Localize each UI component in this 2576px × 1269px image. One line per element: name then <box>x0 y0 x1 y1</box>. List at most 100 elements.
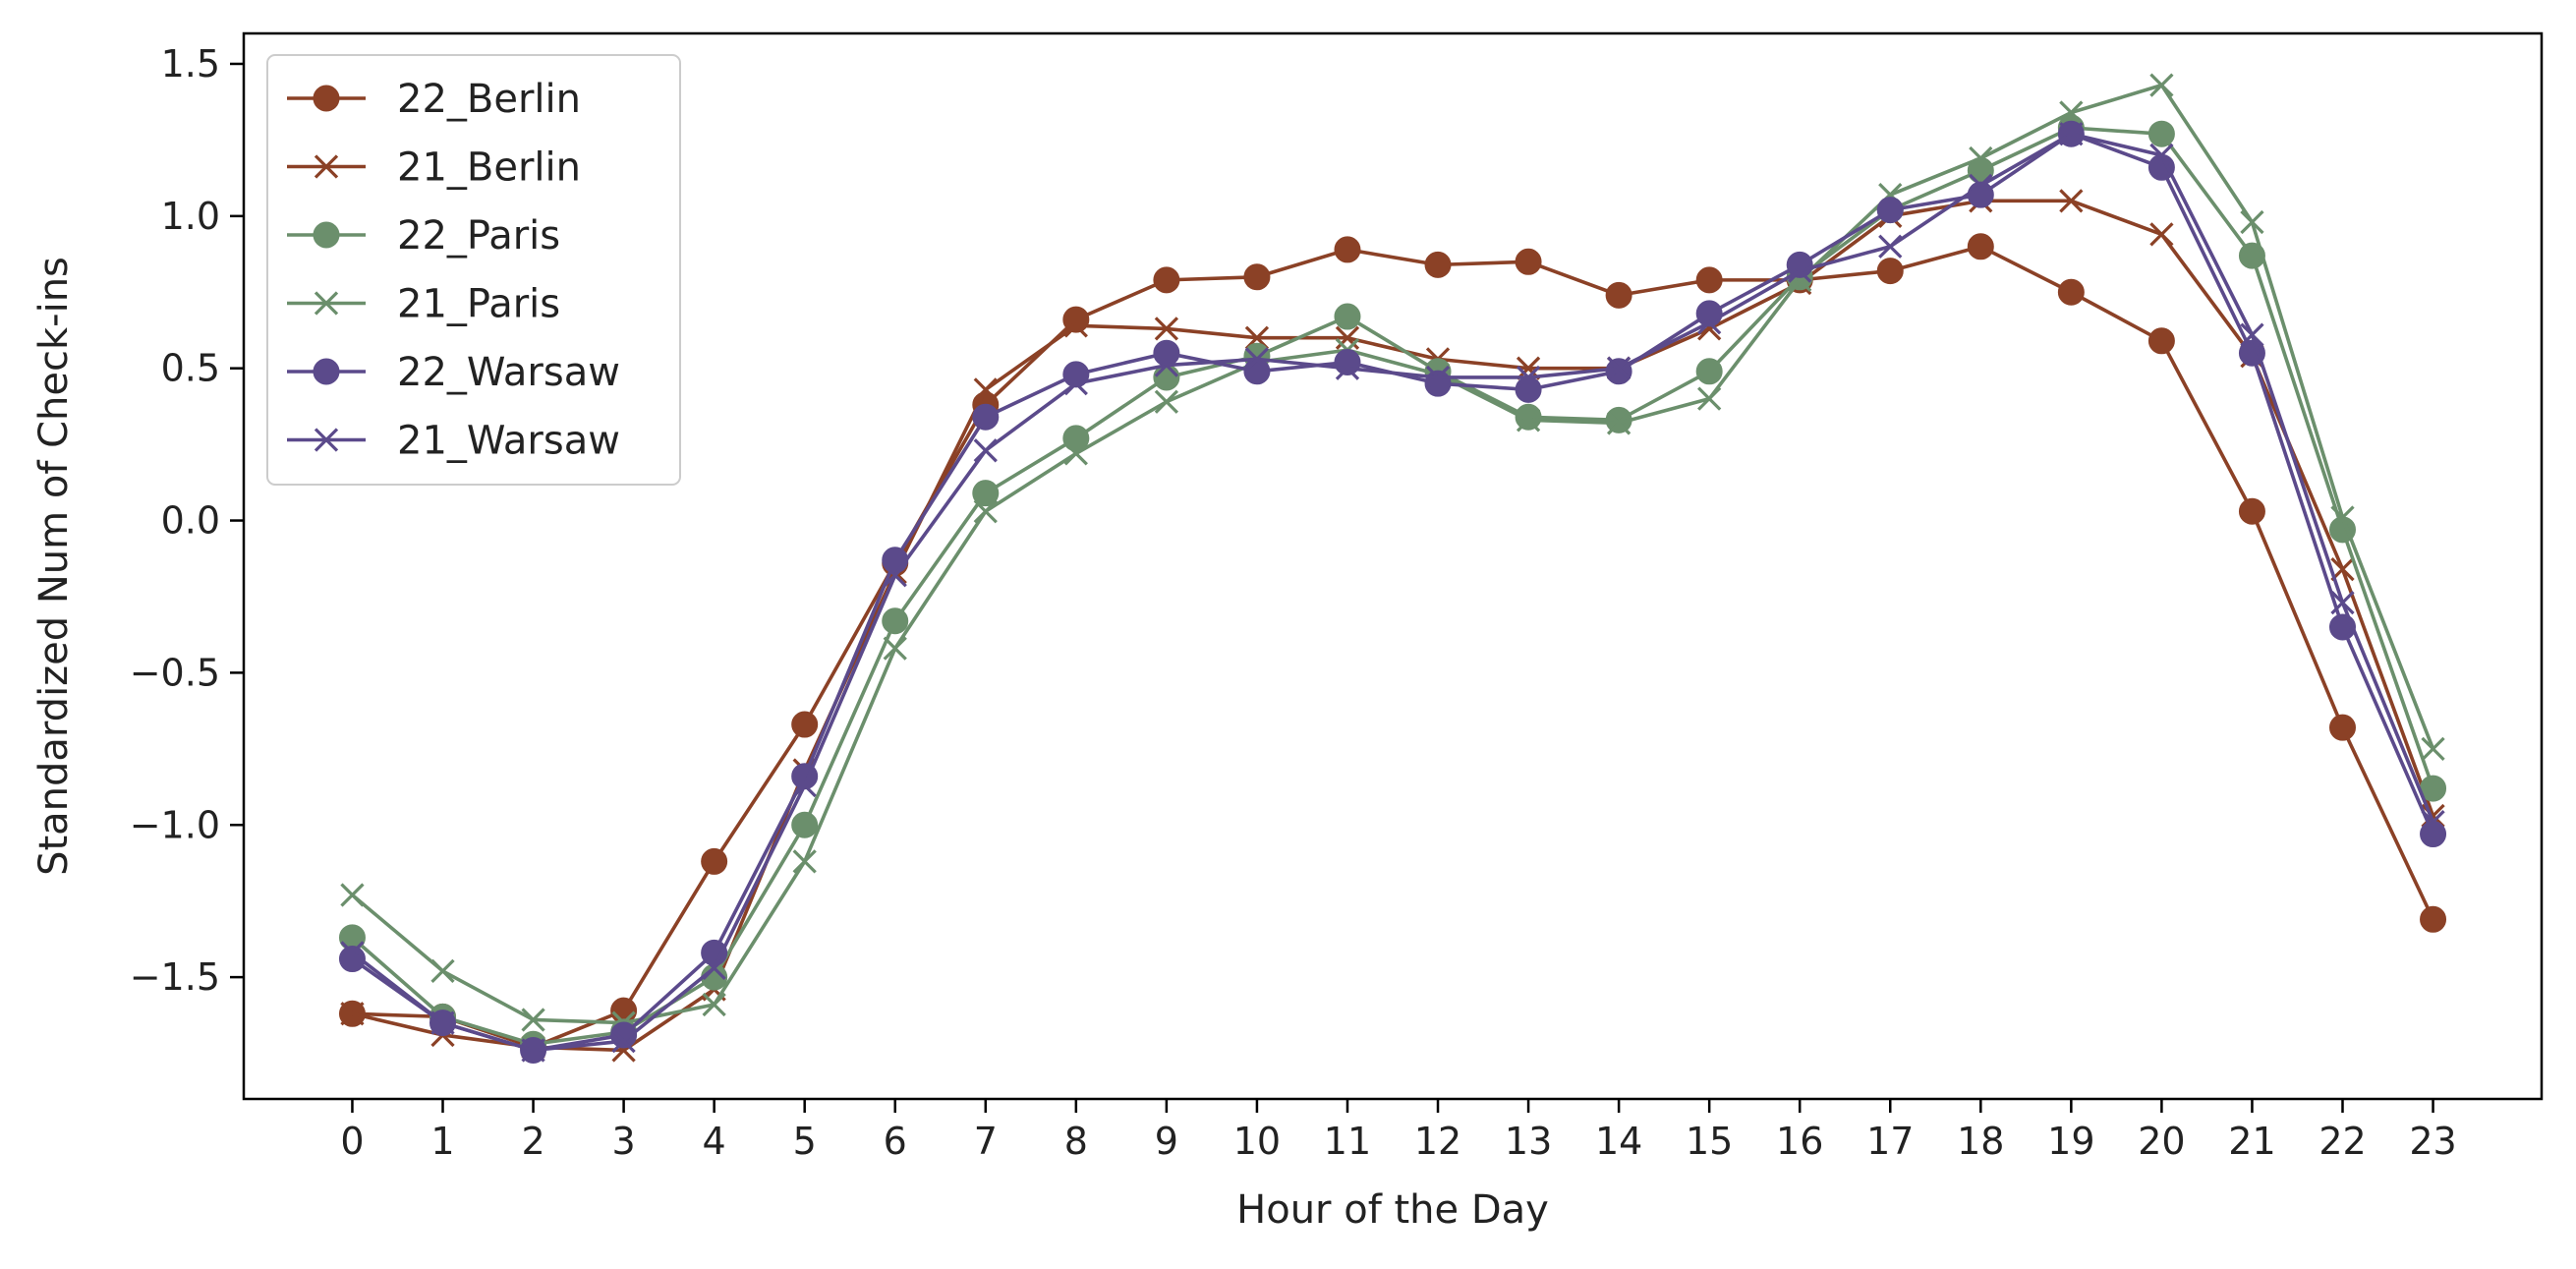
data-point <box>2420 821 2447 848</box>
data-point <box>1516 408 1541 433</box>
data-point <box>792 849 817 874</box>
x-axis: 0 1 2 3 4 5 6 7 8 9 10 11 12 13 14 15 16 17 18 19 20 21 22 23 <box>340 1099 2457 1163</box>
data-point <box>1154 353 1179 377</box>
data-point <box>972 403 1000 431</box>
data-point <box>1154 317 1179 341</box>
data-point <box>1243 263 1271 291</box>
data-point <box>2149 143 2174 168</box>
data-point <box>313 85 340 112</box>
data-point <box>973 499 998 524</box>
data-point <box>314 154 339 179</box>
x-tick-label: 21 <box>2228 1120 2275 1163</box>
data-point <box>883 563 907 588</box>
data-point <box>1606 356 1631 380</box>
legend-box <box>266 54 681 486</box>
data-point <box>1334 303 1361 330</box>
data-point <box>2328 714 2356 741</box>
x-tick-label: 7 <box>974 1120 998 1163</box>
data-point <box>883 636 907 661</box>
data-point <box>1515 403 1542 431</box>
legend-item: 22_Berlin <box>287 77 581 122</box>
x-tick-label: 16 <box>1776 1120 1823 1163</box>
series-line <box>351 132 2435 1053</box>
data-point <box>430 958 455 984</box>
data-point <box>1334 348 1361 375</box>
x-tick-label: 22 <box>2318 1120 2366 1163</box>
data-point <box>2149 222 2174 247</box>
y-axis-label: Standardized Num of Check-ins <box>31 257 77 876</box>
data-point <box>2420 905 2447 933</box>
x-tick-label: 14 <box>1595 1120 1642 1163</box>
data-point <box>1606 411 1631 435</box>
data-point <box>1788 259 1812 283</box>
series-21-warsaw <box>340 122 2445 1063</box>
y-tick-label: 1.0 <box>161 195 220 238</box>
data-point <box>2330 505 2355 530</box>
data-point <box>972 480 1000 507</box>
data-point <box>340 883 365 907</box>
data-point <box>1243 358 1271 385</box>
data-point <box>611 1029 636 1054</box>
x-tick-label: 17 <box>1866 1120 1914 1163</box>
x-tick-label: 5 <box>793 1120 817 1163</box>
data-point <box>1063 372 1088 396</box>
data-point <box>1695 266 1723 294</box>
x-tick-label: 13 <box>1505 1120 1552 1163</box>
legend-label: 22_Warsaw <box>397 350 620 395</box>
y-tick-label: −1.0 <box>130 803 220 846</box>
legend-item: 21_Warsaw <box>287 419 620 464</box>
data-point <box>1876 197 1904 224</box>
data-point <box>1063 314 1088 338</box>
legend-label: 21_Berlin <box>397 145 581 191</box>
series-layer <box>338 73 2447 1064</box>
data-point <box>701 847 728 875</box>
data-point <box>1335 325 1360 350</box>
legend-label: 22_Berlin <box>397 77 581 122</box>
data-point <box>2059 189 2084 213</box>
data-point <box>1153 339 1180 367</box>
data-point <box>792 773 817 798</box>
data-point <box>973 377 998 402</box>
series-line <box>352 245 2435 1050</box>
data-point <box>1244 347 1270 372</box>
x-tick-label: 4 <box>703 1120 726 1163</box>
data-point <box>1063 441 1088 466</box>
data-point <box>791 811 819 838</box>
data-point <box>1062 425 1090 452</box>
data-point <box>340 1002 365 1026</box>
data-point <box>1878 234 1903 259</box>
data-point <box>2240 209 2264 235</box>
data-point <box>1969 145 1993 171</box>
data-point <box>430 1010 455 1035</box>
x-tick-label: 3 <box>612 1120 636 1163</box>
x-tick-label: 20 <box>2138 1120 2185 1163</box>
data-point <box>1695 358 1723 385</box>
data-point <box>1154 389 1179 414</box>
x-tick-label: 10 <box>1233 1120 1281 1163</box>
y-tick-label: 0.5 <box>161 347 220 390</box>
data-point <box>973 438 998 463</box>
data-point <box>1425 365 1451 390</box>
legend-item: 22_Warsaw <box>287 350 620 395</box>
legend: 22_Berlin 21_Berlin 22_Paris 21_Paris 22_War… <box>266 54 681 486</box>
legend-label: 21_Paris <box>397 282 560 327</box>
legend-item: 21_Berlin <box>287 145 581 191</box>
y-tick-label: 0.0 <box>161 499 220 543</box>
series-line <box>352 199 2435 1053</box>
plot-frame <box>242 31 2544 1101</box>
data-point <box>1967 233 1994 260</box>
y-tick-label: −0.5 <box>130 651 220 694</box>
x-tick-label: 15 <box>1686 1120 1733 1163</box>
data-point <box>791 711 819 738</box>
data-point <box>314 291 339 316</box>
data-point <box>1334 236 1361 263</box>
x-tick-label: 9 <box>1155 1120 1178 1163</box>
x-axis-label: Hour of the Day <box>1236 1187 1549 1233</box>
x-tick-label: 11 <box>1324 1120 1371 1163</box>
x-tick-label: 1 <box>430 1120 454 1163</box>
data-point <box>702 955 726 980</box>
data-point <box>2149 73 2174 97</box>
x-tick-label: 0 <box>340 1120 364 1163</box>
data-point <box>2330 591 2355 615</box>
